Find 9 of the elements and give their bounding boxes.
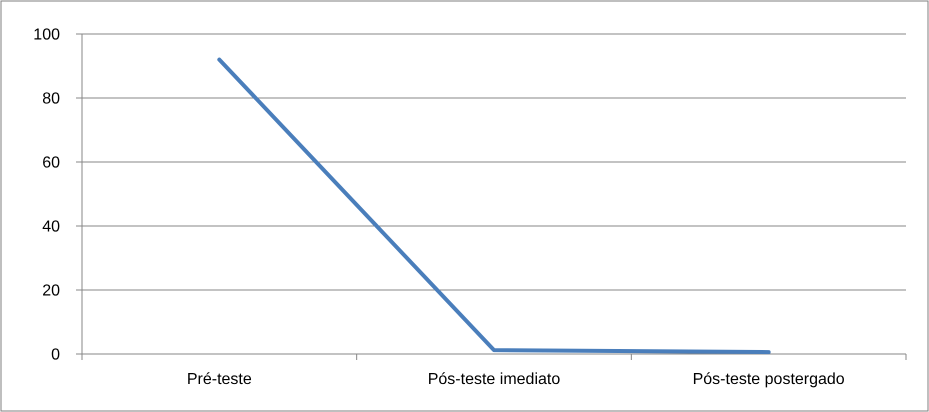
y-tick-label: 80 [42,90,60,108]
y-tick-label: 100 [33,26,60,44]
x-tick-label: Pós-teste imediato [428,371,560,388]
y-tick-label: 0 [51,346,60,364]
y-tick-label: 40 [42,218,60,236]
x-tick-label: Pré-teste [186,371,252,388]
y-tick-label: 20 [42,282,60,300]
x-tick-label: Pós-teste postergado [692,371,845,388]
y-tick-label: 60 [42,154,60,172]
